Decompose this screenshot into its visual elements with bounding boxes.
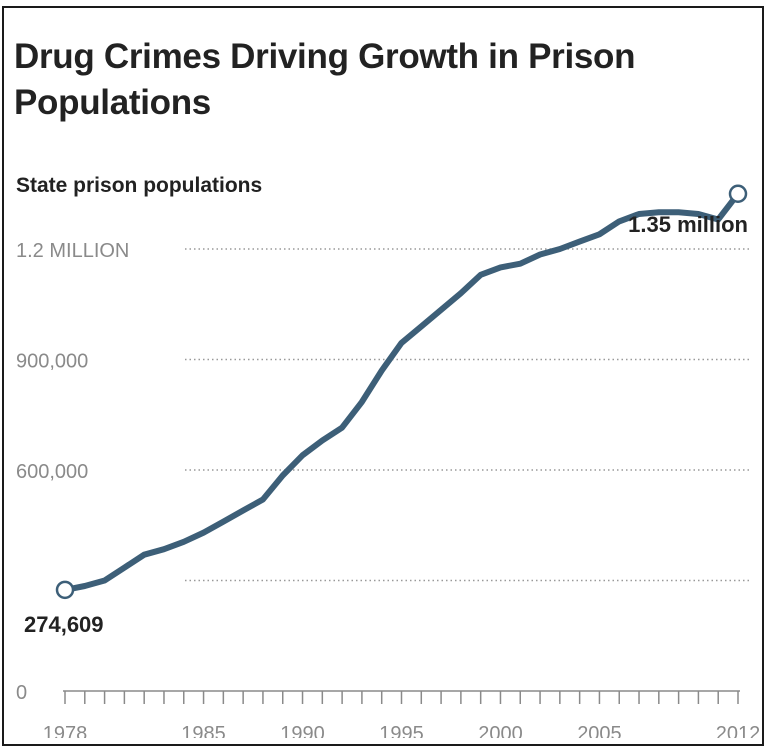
- end-value-label: 1.35 million: [628, 212, 748, 237]
- y-tick-label: 0: [16, 682, 27, 704]
- x-tick-label: 2005: [577, 723, 622, 738]
- chart-frame: [2, 6, 764, 746]
- x-tick-label: 1985: [181, 723, 226, 738]
- x-tick-label: 2012: [716, 723, 761, 738]
- x-tick-labels: 1978 1985 1990 1995 2000 2005 2012: [43, 723, 761, 738]
- x-tick-label: 1990: [280, 723, 325, 738]
- start-value-label: 274,609: [24, 612, 104, 637]
- x-tick-label: 1978: [43, 723, 88, 738]
- start-point-marker: [55, 580, 75, 600]
- end-point-marker: [728, 184, 748, 203]
- y-tick-label: 1.2 MILLION: [16, 240, 129, 262]
- x-axis: [63, 690, 740, 704]
- y-tick-label: 600,000: [16, 461, 88, 483]
- x-tick-label: 2000: [478, 723, 523, 738]
- y-tick-label: 900,000: [16, 351, 88, 373]
- series-layer: [62, 190, 741, 593]
- chart-title: Drug Crimes Driving Growth in Prison Pop…: [14, 37, 636, 122]
- gridlines: [185, 248, 750, 582]
- data-labels: 274,609 1.35 million: [24, 184, 748, 637]
- series-line: [62, 190, 741, 593]
- y-tick-labels: 0 600,000 900,000 1.2 MILLION: [16, 240, 129, 704]
- x-tick-label: 1995: [379, 723, 424, 738]
- chart-subtitle: State prison populations: [16, 174, 262, 197]
